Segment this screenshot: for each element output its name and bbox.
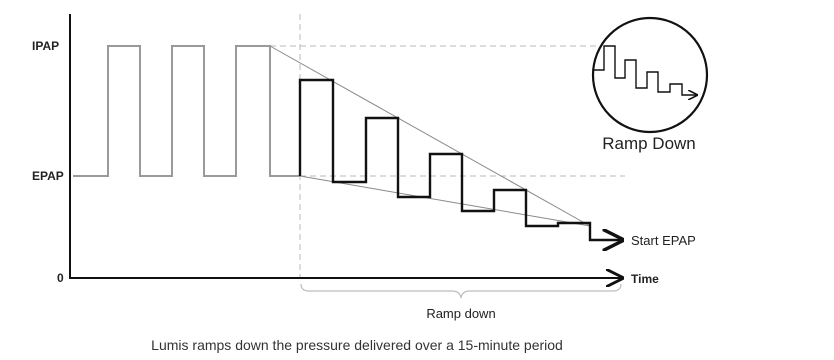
inset-ramp-down-label: Ramp Down [602, 134, 696, 153]
ramp-down-label: Ramp down [426, 306, 495, 321]
ramp-down-step-icon [591, 16, 709, 134]
ramp-upper-envelope [269, 45, 591, 227]
ipap-label: IPAP [32, 39, 59, 53]
ramp-down-bracket [300, 283, 622, 299]
epap-label: EPAP [32, 169, 64, 183]
pressure-waveform-ramp-down [298, 78, 622, 240]
pressure-waveform-before-ramp [73, 45, 300, 177]
zero-label: 0 [57, 271, 64, 285]
start-epap-label: Start EPAP [631, 233, 696, 248]
figure-caption: Lumis ramps down the pressure delivered … [151, 337, 563, 353]
ramp-lower-envelope [299, 175, 591, 227]
time-axis-label: Time [631, 272, 659, 286]
